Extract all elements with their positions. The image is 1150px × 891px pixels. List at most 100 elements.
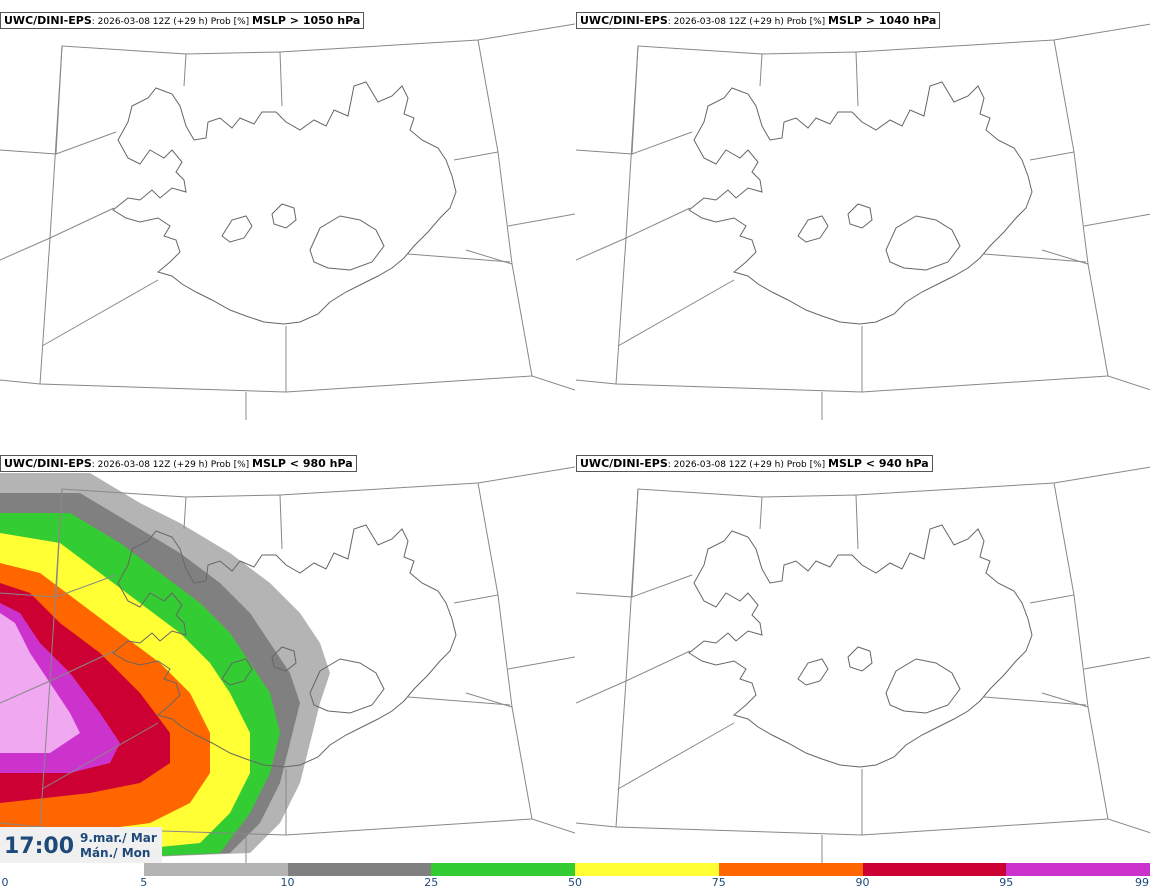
panel-title: UWC/DINI-EPS: 2026-03-08 12Z (+29 h) Pro… — [0, 455, 357, 472]
graticule-line — [453, 39, 499, 161]
colorbar-tick-label: 95 — [999, 876, 1014, 889]
graticule-line — [983, 253, 1087, 263]
graticule-line — [49, 45, 63, 239]
colorbar-segment — [143, 863, 288, 876]
graticule-line — [615, 237, 627, 385]
graticule-line — [625, 650, 691, 682]
colorbar-segment — [0, 863, 144, 876]
graticule-line — [507, 656, 575, 670]
graticule-line — [1041, 594, 1089, 708]
glacier-outline — [797, 215, 829, 243]
graticule-line — [576, 680, 627, 704]
glacier-outline — [271, 203, 297, 229]
graticule-line — [49, 207, 115, 239]
graticule-line — [1029, 39, 1075, 161]
graticule-line — [576, 822, 617, 828]
colorbar-segment — [862, 863, 1007, 876]
graticule-line — [576, 574, 693, 598]
graticule-line — [39, 237, 51, 385]
graticule-line — [0, 131, 117, 155]
graticule-line — [1087, 706, 1150, 834]
map-panel-1: UWC/DINI-EPS: 2026-03-08 12Z (+29 h) Pro… — [0, 0, 575, 420]
colorbar-segment — [1006, 863, 1150, 876]
graticule-line — [576, 237, 627, 261]
panel-title: UWC/DINI-EPS: 2026-03-08 12Z (+29 h) Pro… — [0, 12, 365, 29]
colorbar-tick-label: 50 — [568, 876, 582, 889]
graticule-line — [511, 706, 575, 834]
colorbar-tick-label: 75 — [711, 876, 726, 889]
valid-date: 9.mar./ Mar — [80, 831, 157, 845]
graticule-line — [576, 379, 617, 385]
panel-title: UWC/DINI-EPS: 2026-03-08 12Z (+29 h) Pro… — [576, 12, 941, 29]
coastline — [688, 81, 1033, 325]
colorbar-tick-label: 99 — [1135, 876, 1149, 889]
graticule-line — [0, 822, 41, 828]
coastline — [688, 524, 1033, 768]
colorbar-tick-label: 25 — [424, 876, 439, 889]
coastline — [112, 524, 457, 768]
colorbar: 0 5 10 25 50 75 90 95 99 — [0, 863, 1150, 891]
colorbar-tick-label: 10 — [280, 876, 295, 889]
panel-title: UWC/DINI-EPS: 2026-03-08 12Z (+29 h) Pro… — [576, 455, 933, 472]
graticule-line — [507, 213, 575, 227]
graticule-line — [465, 151, 513, 265]
glacier-outline — [221, 215, 253, 243]
map-panel-2: UWC/DINI-EPS: 2026-03-08 12Z (+29 h) Pro… — [576, 0, 1150, 420]
graticule-line — [1083, 213, 1150, 227]
glacier-outline — [797, 658, 829, 686]
colorbar-tick-label: 90 — [855, 876, 870, 889]
graticule-line — [617, 279, 735, 347]
colorbar-segment — [575, 863, 719, 876]
colorbar-segment — [287, 863, 432, 876]
map-panel-4: UWC/DINI-EPS: 2026-03-08 12Z (+29 h) Pro… — [576, 443, 1150, 863]
graticule-line — [983, 696, 1087, 706]
graticule-line — [576, 131, 693, 155]
graticule-line — [465, 594, 513, 708]
glacier-outline — [309, 658, 385, 714]
graticule-line — [511, 263, 575, 391]
graticule-line — [1087, 263, 1150, 391]
glacier-outline — [221, 658, 253, 686]
map-panel-3: UWC/DINI-EPS: 2026-03-08 12Z (+29 h) Pro… — [0, 443, 575, 863]
graticule-line — [625, 45, 639, 239]
glacier-outline — [271, 646, 297, 672]
graticule-line — [49, 488, 63, 682]
graticule-line — [0, 379, 41, 385]
valid-time-box: 17:00 9.mar./ Mar Mán./ Mon — [0, 827, 162, 863]
graticule-line — [41, 722, 159, 790]
graticule-line — [617, 722, 735, 790]
glacier-outline — [885, 658, 961, 714]
map-canvas — [0, 466, 575, 863]
graticule-line — [761, 494, 859, 550]
graticule-line — [49, 650, 115, 682]
colorbar-tick-label: 5 — [140, 876, 148, 889]
graticule-line — [615, 680, 627, 828]
graticule-line — [0, 680, 51, 704]
glacier-outline — [847, 646, 873, 672]
probability-band — [0, 613, 80, 753]
graticule-line — [625, 488, 639, 682]
graticule-line — [407, 253, 511, 263]
graticule-line — [39, 680, 51, 828]
coastline — [112, 81, 457, 325]
map-canvas — [576, 23, 1150, 420]
graticule-line — [761, 51, 859, 107]
graticule-line — [41, 279, 159, 347]
graticule-line — [625, 207, 691, 239]
graticule-line — [0, 237, 51, 261]
valid-time: 17:00 — [4, 834, 75, 859]
glacier-outline — [309, 215, 385, 271]
colorbar-segment — [431, 863, 575, 876]
valid-weekday: Mán./ Mon — [80, 846, 151, 860]
graticule-line — [1029, 482, 1075, 604]
colorbar-segment — [718, 863, 863, 876]
graticule-line — [453, 482, 499, 604]
graticule-line — [1083, 656, 1150, 670]
glacier-outline — [885, 215, 961, 271]
colorbar-tick-label: 0 — [1, 876, 9, 889]
graticule-line — [185, 51, 283, 107]
graticule-line — [407, 696, 511, 706]
glacier-outline — [847, 203, 873, 229]
map-canvas — [576, 466, 1150, 863]
map-canvas — [0, 23, 575, 420]
